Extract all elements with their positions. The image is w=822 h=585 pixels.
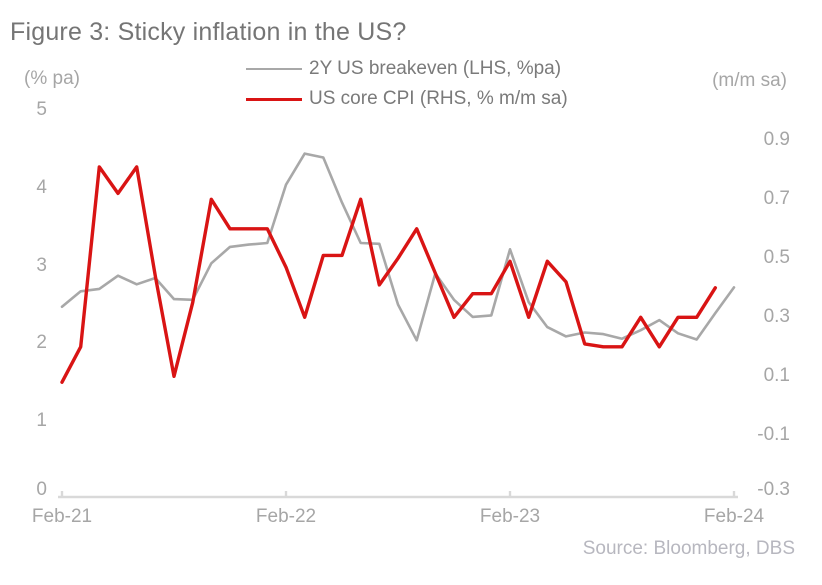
chart-legend: 2Y US breakeven (LHS, %pa) US core CPI (… (246, 54, 568, 114)
x-axis-tick-label: Feb-23 (479, 506, 541, 527)
cpi-line-series (60, 165, 717, 384)
legend-label-breakeven: 2Y US breakeven (LHS, %pa) (309, 58, 562, 79)
x-axis-tick-label: Feb-22 (255, 506, 317, 527)
y-axis-tick-label-right: 0.7 (763, 188, 790, 210)
y-axis-tick-label-left: 3 (36, 254, 47, 276)
legend-item-breakeven: 2Y US breakeven (LHS, %pa) (246, 54, 568, 84)
source-note: Source: Bloomberg, DBS (582, 538, 795, 559)
y-axis-tick-label-right: -0.1 (757, 424, 790, 446)
legend-swatch-breakeven-line (246, 68, 302, 70)
figure-title: Figure 3: Sticky inflation in the US? (10, 18, 407, 46)
y-axis-tick-label-left: 0 (36, 479, 47, 500)
breakeven-line-series (60, 152, 736, 342)
x-axis-line (58, 491, 738, 499)
y-axis-tick-label-left: 2 (36, 332, 47, 354)
y-axis-tick-label-right: 0.3 (763, 306, 790, 328)
y-axis-tick-label-right: 0.9 (763, 129, 790, 151)
y-axis-tick-label-right: 0.5 (763, 247, 790, 269)
x-axis-tick-label: Feb-24 (703, 506, 765, 527)
legend-item-cpi: US core CPI (RHS, % m/m sa) (246, 84, 568, 114)
legend-label-cpi: US core CPI (RHS, % m/m sa) (309, 88, 568, 109)
y-axis-tick-label-left: 1 (36, 410, 47, 432)
y-axis-tick-label-left: 4 (36, 176, 47, 198)
y-axis-tick-label-right: -0.3 (757, 479, 790, 500)
left-axis-unit-label: (% pa) (24, 68, 80, 89)
right-axis-unit-label: (m/m sa) (712, 70, 787, 91)
y-axis-tick-label-right: 0.1 (763, 365, 790, 387)
x-axis-tick-label: Feb-21 (31, 506, 93, 527)
y-axis-tick-label-left: 5 (36, 99, 47, 120)
legend-swatch-cpi-line (246, 97, 302, 101)
